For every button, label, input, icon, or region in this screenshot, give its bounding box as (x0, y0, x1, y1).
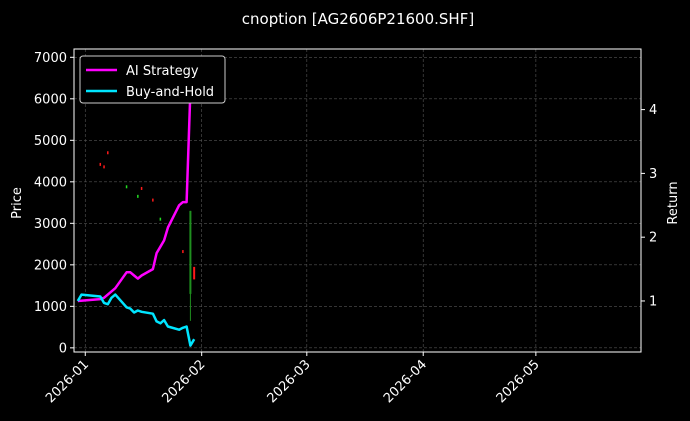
y-tick-label: 1000 (34, 300, 67, 315)
plot-marks (76, 90, 196, 347)
y-tick-label: 6000 (34, 92, 67, 107)
legend-label-buy-and-hold: Buy-and-Hold (126, 85, 214, 100)
plot-frame (73, 48, 642, 353)
y-tick-label: 0 (59, 341, 67, 356)
y-tick-label: 7000 (34, 51, 67, 66)
y2-tick-label: 3 (649, 167, 657, 182)
y-tick-label: 5000 (34, 134, 67, 149)
y-axis-label: Price (10, 187, 25, 219)
y-tick-label: 2000 (34, 258, 67, 273)
series-line-ai-strategy (77, 90, 192, 303)
series-line-buy-and-hold (76, 293, 196, 347)
y2-axis-label: Return (666, 181, 681, 224)
grid (74, 49, 641, 352)
candle-body (193, 266, 196, 280)
y-tick-label: 4000 (34, 175, 67, 190)
chart-title: cnoption [AG2606P21600.SHF] (242, 10, 474, 28)
legend-label-ai-strategy: AI Strategy (126, 64, 199, 79)
y-tick-label: 3000 (34, 217, 67, 232)
y2-tick-label: 2 (649, 231, 657, 246)
candle-body (189, 210, 192, 294)
legend: AI Strategy Buy-and-Hold (79, 55, 226, 104)
y2-tick-label: 1 (649, 294, 657, 309)
y2-tick-label: 4 (649, 103, 657, 118)
